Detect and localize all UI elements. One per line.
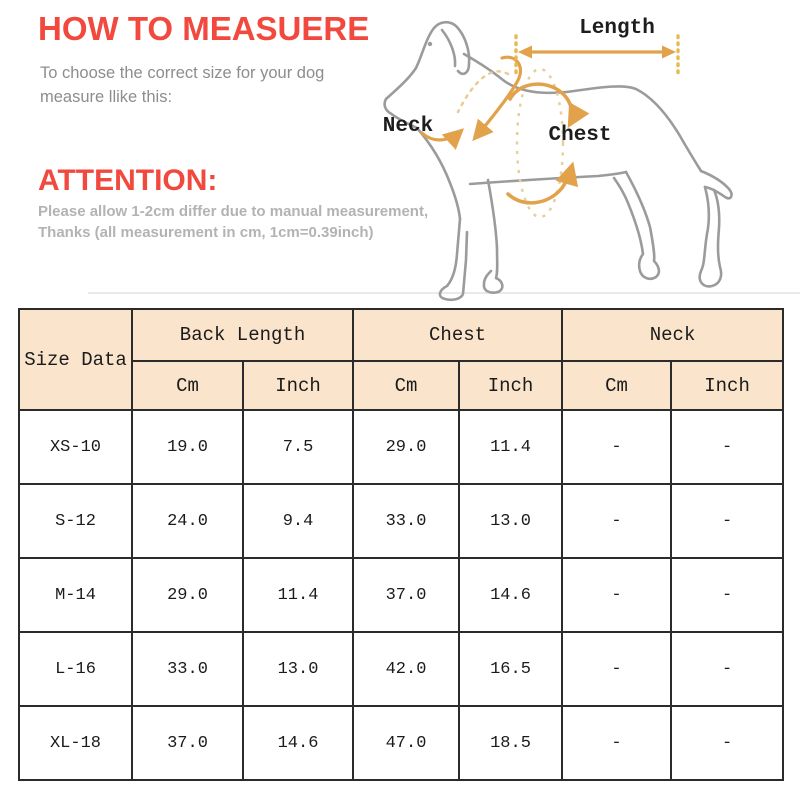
table-header-groups: Size Data Back Length Chest Neck (18, 308, 785, 411)
chest-dashed-ellipse (515, 67, 565, 219)
table-cell: - (561, 483, 673, 559)
chest-label: Chest (548, 124, 611, 147)
table-cell: 47.0 (352, 705, 461, 781)
unit-header: Cm (561, 360, 673, 411)
table-cell: 13.0 (458, 483, 564, 559)
size-table: Size Data Back Length Chest Neck Cm Inch… (18, 308, 785, 781)
length-label: Length (579, 17, 655, 40)
table-cell: - (561, 557, 673, 633)
length-arrowhead-right (662, 45, 676, 59)
table-cell: - (670, 483, 785, 559)
table-row: L-16 33.0 13.0 42.0 16.5 - - (18, 631, 785, 707)
table-cell: 42.0 (352, 631, 461, 707)
table-header-units: Cm Inch Cm Inch Cm Inch (19, 360, 785, 411)
attention-text: Please allow 1-2cm differ due to manual … (38, 201, 428, 243)
neck-arrow-hook (472, 55, 523, 142)
table-cell: - (561, 705, 673, 781)
table-row: M-14 29.0 11.4 37.0 14.6 - - (18, 557, 785, 633)
neck-dotted-arc (456, 70, 510, 114)
table-row: XL-18 37.0 14.6 47.0 18.5 - - (18, 705, 785, 781)
table-cell: 18.5 (458, 705, 564, 781)
table-cell: 7.5 (241, 409, 355, 485)
length-arrowhead-left (518, 45, 532, 59)
table-cell: 16.5 (458, 631, 564, 707)
table-cell: 19.0 (131, 409, 244, 485)
attention-line-1: Please allow 1-2cm differ due to manual … (38, 203, 429, 220)
table-cell: - (670, 705, 785, 781)
size-cell: XS-10 (18, 409, 133, 485)
table-cell: 24.0 (131, 483, 244, 559)
attention-heading: ATTENTION: (38, 164, 218, 197)
chest-annotation (506, 67, 590, 219)
table-row: S-12 24.0 9.4 33.0 13.0 - - (18, 483, 785, 559)
size-cell: XL-18 (18, 705, 133, 781)
table-cell: 29.0 (352, 409, 461, 485)
unit-header: Inch (241, 360, 355, 411)
table-cell: 37.0 (131, 705, 244, 781)
table-cell: - (670, 557, 785, 633)
chest-arrow-bottom (506, 161, 579, 205)
dog-outline (383, 20, 733, 302)
table-cell: 13.0 (241, 631, 355, 707)
table-cell: 33.0 (352, 483, 461, 559)
table-cell: 11.4 (241, 557, 355, 633)
page-title: HOW TO MEASUERE (38, 10, 370, 47)
unit-header: Cm (352, 360, 461, 411)
table-cell: 37.0 (352, 557, 461, 633)
dog-eye (427, 41, 433, 47)
size-cell: L-16 (18, 631, 133, 707)
divider-line (88, 292, 800, 294)
corner-size-data-cell: Size Data (18, 308, 133, 411)
table-cell: - (670, 631, 785, 707)
attention-line-2: Thanks (all measurement in cm, 1cm=0.39i… (38, 224, 374, 241)
table-cell: 11.4 (458, 409, 564, 485)
size-cell: S-12 (18, 483, 133, 559)
neck-arrow-small (420, 128, 465, 150)
table-cell: 14.6 (458, 557, 564, 633)
unit-header: Cm (131, 360, 244, 411)
table-row: XS-10 19.0 7.5 29.0 11.4 - - (18, 409, 785, 485)
size-cell: M-14 (18, 557, 133, 633)
neck-label: Neck (383, 115, 433, 138)
table-cell: - (561, 409, 673, 485)
subtitle: To choose the correct size for your dog … (40, 61, 324, 109)
table-cell: 29.0 (131, 557, 244, 633)
col-group-back-length: Back Length (130, 308, 355, 362)
table-cell: 14.6 (241, 705, 355, 781)
col-group-chest: Chest (352, 308, 564, 362)
table-cell: - (670, 409, 785, 485)
length-annotation (514, 34, 680, 76)
unit-header: Inch (670, 360, 785, 411)
neck-annotation (420, 55, 523, 150)
chest-arrow-top (508, 82, 590, 129)
subtitle-line-1: To choose the correct size for your dog (40, 64, 325, 82)
table-cell: 9.4 (241, 483, 355, 559)
unit-header: Inch (458, 360, 564, 411)
col-group-neck: Neck (561, 308, 785, 362)
table-cell: 33.0 (131, 631, 244, 707)
subtitle-line-2: measure llike this: (40, 88, 173, 106)
table-cell: - (561, 631, 673, 707)
dog-measurement-diagram: Length Neck Chest (383, 17, 733, 302)
